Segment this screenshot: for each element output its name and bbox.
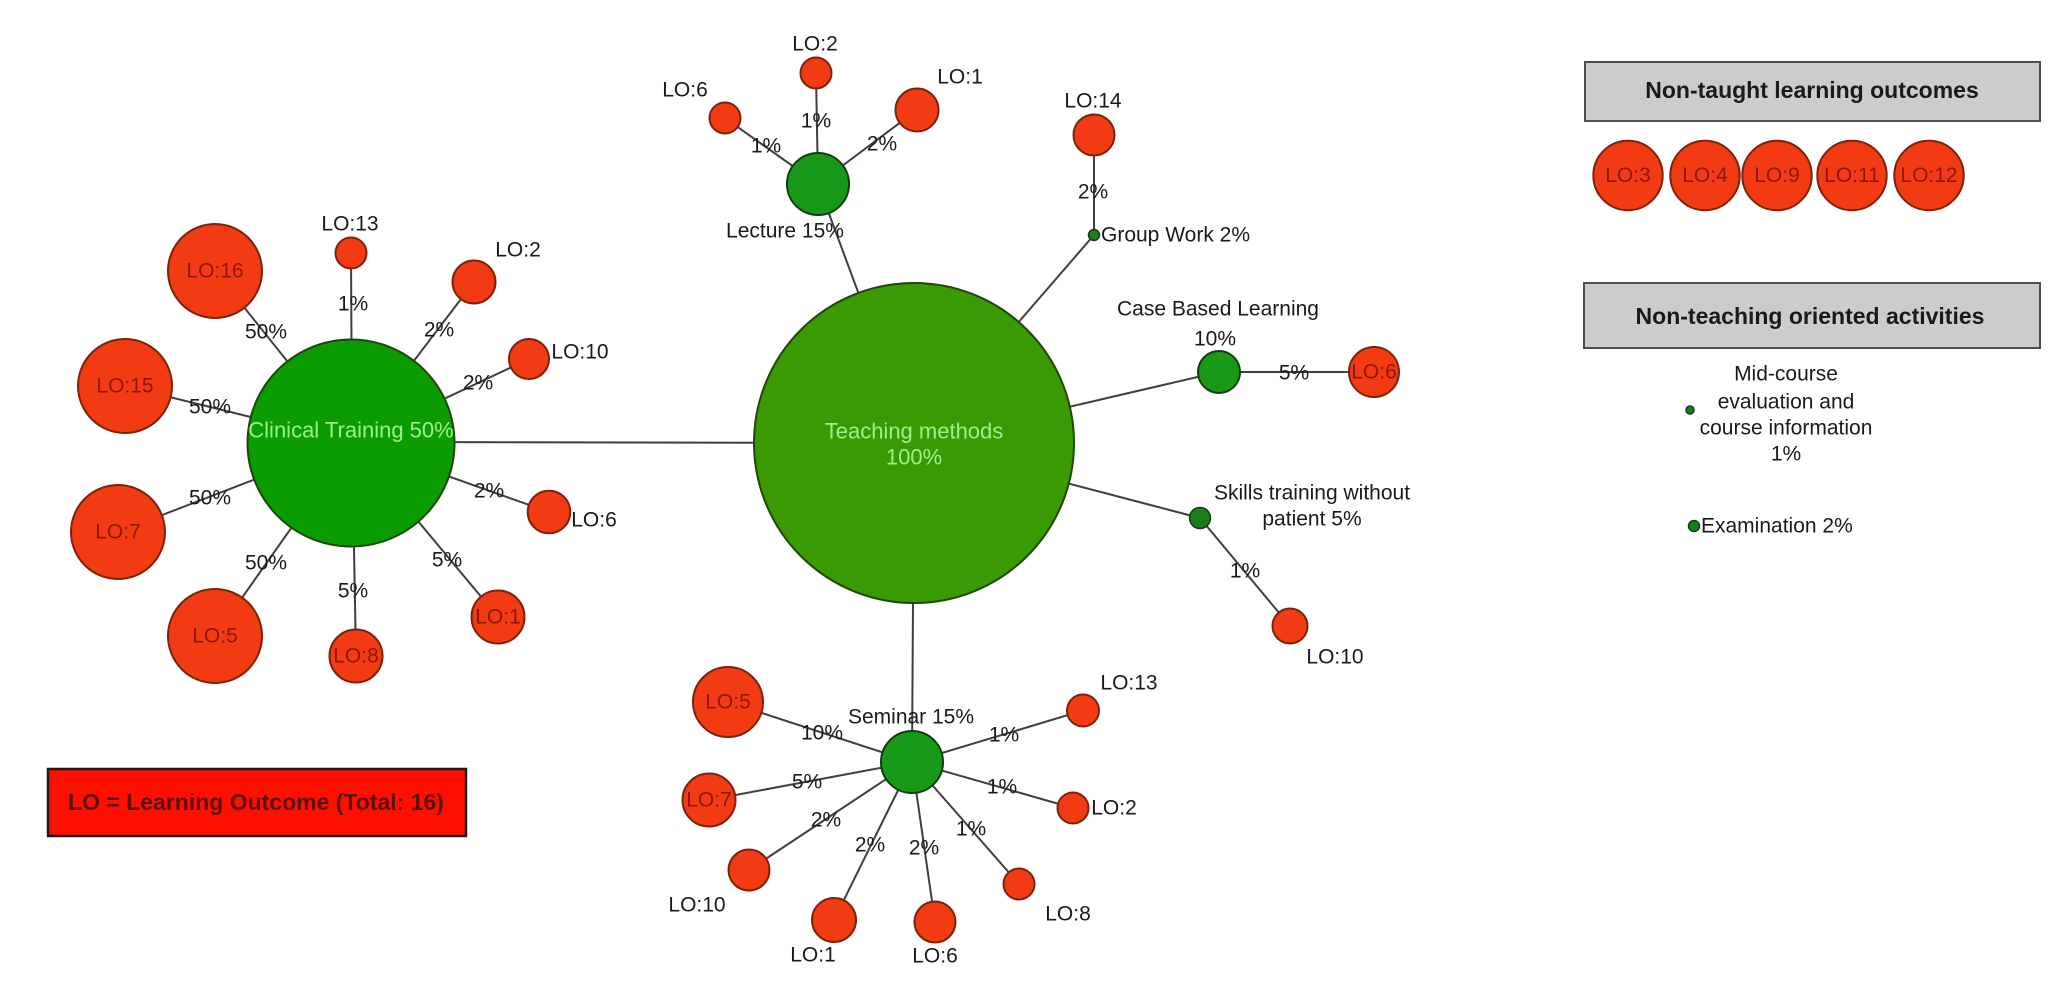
svg-text:LO:7: LO:7 <box>686 789 732 812</box>
svg-text:Clinical Training 50%: Clinical Training 50% <box>248 418 453 443</box>
svg-text:Skills training without: Skills training without <box>1214 482 1410 505</box>
svg-text:1%: 1% <box>1771 443 1801 466</box>
svg-text:Case Based Learning: Case Based Learning <box>1117 298 1319 321</box>
svg-text:Seminar 15%: Seminar 15% <box>848 706 974 729</box>
svg-text:2%: 2% <box>463 372 493 395</box>
svg-text:LO:8: LO:8 <box>333 645 379 668</box>
svg-text:evaluation and: evaluation and <box>1718 391 1855 414</box>
svg-text:Non-teaching oriented activiti: Non-teaching oriented activities <box>1636 303 1985 329</box>
svg-text:LO:5: LO:5 <box>705 691 751 714</box>
svg-text:10%: 10% <box>1194 328 1236 351</box>
svg-text:Lecture 15%: Lecture 15% <box>726 220 844 243</box>
svg-text:LO:2: LO:2 <box>792 33 838 56</box>
svg-text:LO:11: LO:11 <box>1824 164 1880 187</box>
svg-text:Mid-course: Mid-course <box>1734 363 1838 386</box>
svg-text:5%: 5% <box>338 580 368 603</box>
svg-text:patient 5%: patient 5% <box>1262 508 1361 531</box>
svg-text:Examination 2%: Examination 2% <box>1701 515 1853 538</box>
svg-text:LO:2: LO:2 <box>495 239 541 262</box>
svg-text:5%: 5% <box>432 549 462 572</box>
svg-text:2%: 2% <box>1078 181 1108 204</box>
svg-text:5%: 5% <box>1279 362 1309 385</box>
svg-text:50%: 50% <box>189 396 231 419</box>
svg-text:LO:6: LO:6 <box>912 945 958 968</box>
svg-text:50%: 50% <box>189 487 231 510</box>
svg-text:100%: 100% <box>886 445 942 470</box>
svg-text:Teaching methods: Teaching methods <box>825 419 1004 444</box>
svg-text:LO:8: LO:8 <box>1045 903 1091 926</box>
svg-text:LO:12: LO:12 <box>1900 164 1957 187</box>
svg-text:10%: 10% <box>801 722 843 745</box>
svg-text:2%: 2% <box>811 809 841 832</box>
svg-text:50%: 50% <box>245 552 287 575</box>
svg-text:LO:7: LO:7 <box>95 521 141 544</box>
svg-text:LO:10: LO:10 <box>1306 646 1363 669</box>
svg-text:Group Work 2%: Group Work 2% <box>1101 224 1250 247</box>
svg-text:LO:6: LO:6 <box>571 509 617 532</box>
svg-text:LO:14: LO:14 <box>1064 90 1122 113</box>
svg-text:LO:1: LO:1 <box>475 606 521 629</box>
svg-text:Non-taught learning outcomes: Non-taught learning outcomes <box>1645 77 1979 103</box>
svg-text:1%: 1% <box>989 724 1019 747</box>
svg-text:LO:6: LO:6 <box>1351 361 1397 384</box>
svg-text:LO:16: LO:16 <box>186 260 243 283</box>
svg-text:LO:13: LO:13 <box>321 213 378 236</box>
svg-text:2%: 2% <box>867 133 897 156</box>
svg-text:LO:10: LO:10 <box>668 894 725 917</box>
svg-text:1%: 1% <box>1230 560 1260 583</box>
svg-text:LO:13: LO:13 <box>1100 672 1157 695</box>
svg-text:50%: 50% <box>245 321 287 344</box>
svg-text:1%: 1% <box>338 293 368 316</box>
svg-text:LO:4: LO:4 <box>1682 164 1728 187</box>
svg-text:1%: 1% <box>801 110 831 133</box>
svg-text:2%: 2% <box>424 319 454 342</box>
svg-text:LO:1: LO:1 <box>937 66 983 89</box>
svg-text:1%: 1% <box>751 135 781 158</box>
svg-text:2%: 2% <box>855 834 885 857</box>
svg-text:1%: 1% <box>956 818 986 841</box>
svg-text:course information: course information <box>1700 417 1873 440</box>
svg-text:LO:15: LO:15 <box>96 375 153 398</box>
svg-text:LO:5: LO:5 <box>192 625 238 648</box>
svg-text:LO:2: LO:2 <box>1091 797 1137 820</box>
svg-text:LO:1: LO:1 <box>790 944 836 967</box>
svg-text:LO:6: LO:6 <box>662 79 708 102</box>
svg-text:5%: 5% <box>792 771 822 794</box>
svg-text:2%: 2% <box>474 480 504 503</box>
svg-text:LO = Learning Outcome (Total:: LO = Learning Outcome (Total: 16) <box>68 789 444 815</box>
svg-text:LO:9: LO:9 <box>1754 164 1800 187</box>
svg-text:LO:3: LO:3 <box>1605 164 1651 187</box>
svg-text:2%: 2% <box>909 837 939 860</box>
svg-text:1%: 1% <box>987 776 1017 799</box>
svg-text:LO:10: LO:10 <box>551 341 608 364</box>
